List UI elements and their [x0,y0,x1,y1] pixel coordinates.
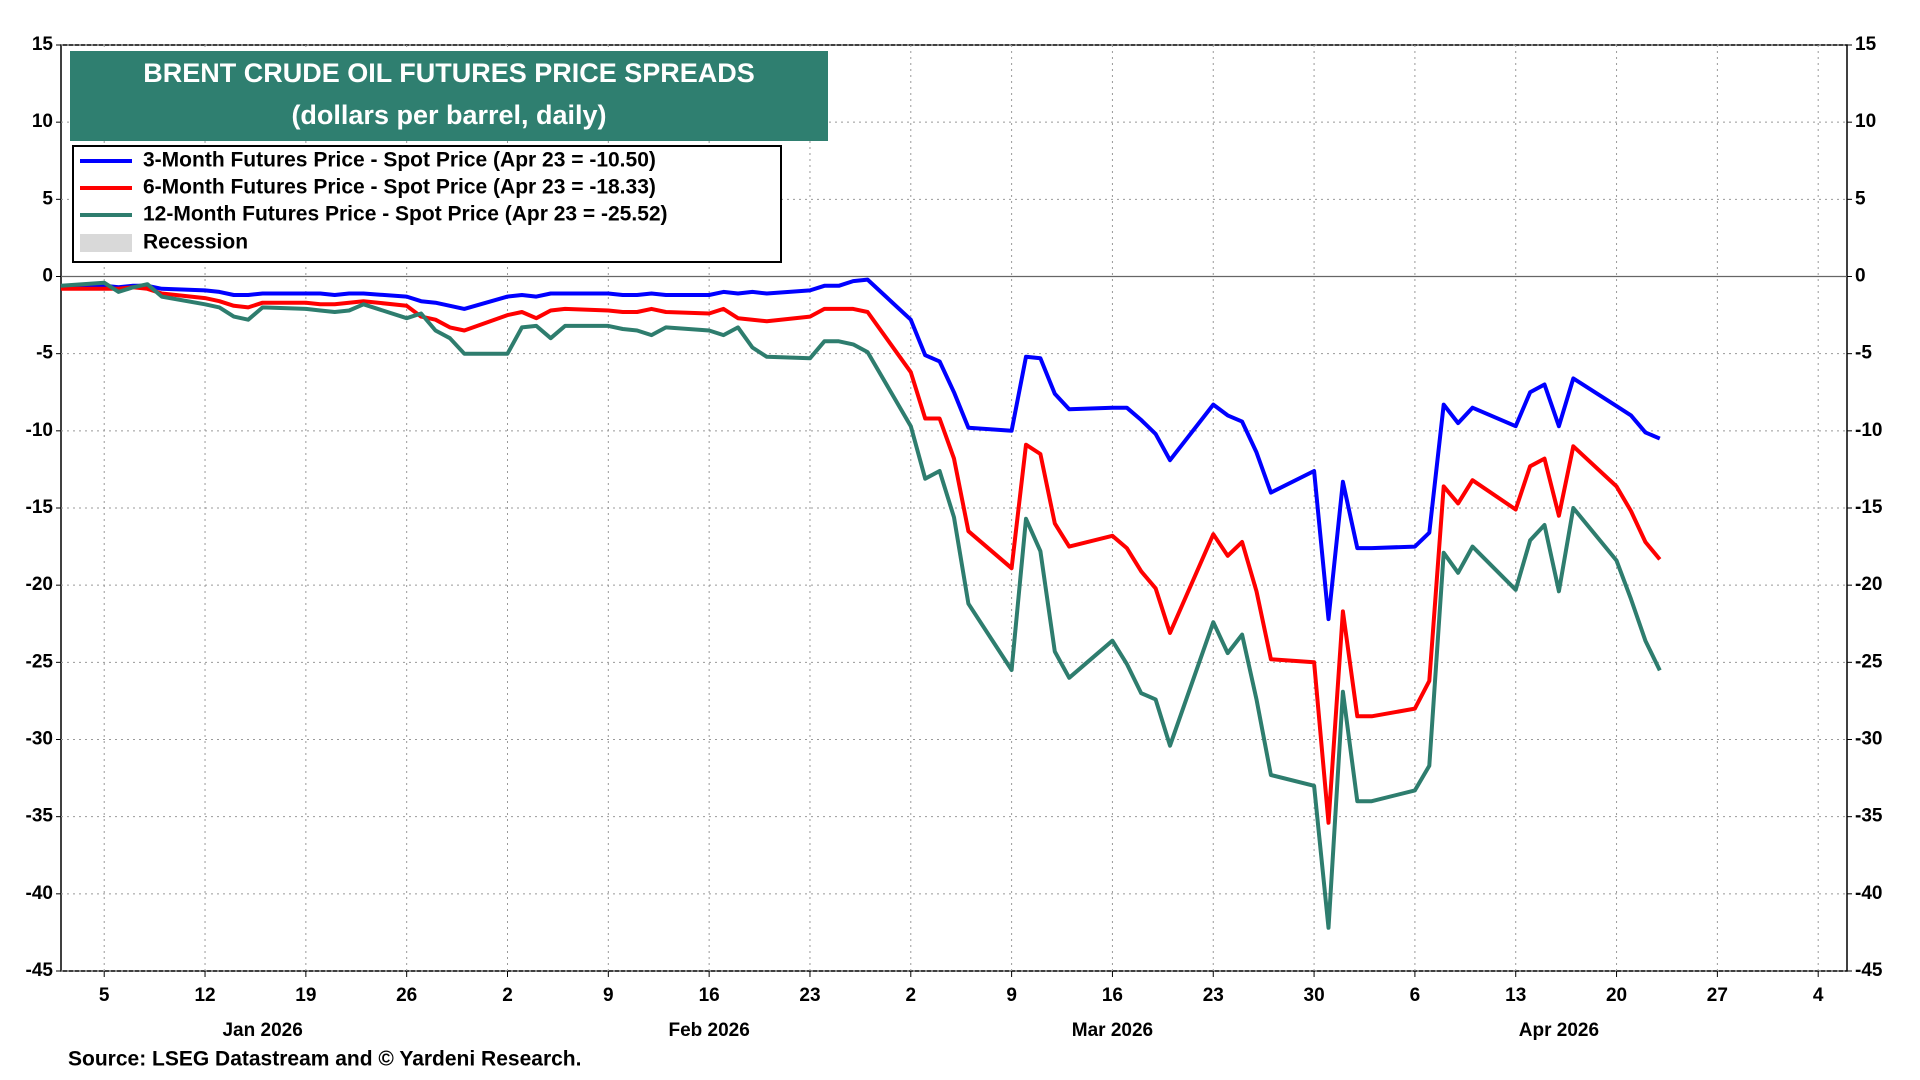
y2-tick-label: -20 [1855,574,1882,595]
y2-tick-label: 10 [1855,111,1876,132]
x-tick-label: 2 [906,985,917,1006]
x-tick-label: 9 [603,985,614,1006]
y2-tick-label: -5 [1855,343,1872,364]
legend-label: 3-Month Futures Price - Spot Price (Apr … [143,149,656,172]
x-tick-label: 2 [502,985,513,1006]
x-tick-label: 23 [1203,985,1224,1006]
chart-title: BRENT CRUDE OIL FUTURES PRICE SPREADS [143,58,755,88]
month-label: Mar 2026 [1072,1020,1153,1041]
y2-tick-label: -45 [1855,960,1883,981]
y2-tick-label: -10 [1855,420,1882,441]
x-tick-label: 27 [1707,985,1728,1006]
y2-tick-label: -25 [1855,651,1883,672]
y-tick-label: -40 [26,883,53,904]
legend [72,145,782,263]
legend-label: 6-Month Futures Price - Spot Price (Apr … [143,176,656,199]
x-tick-label: 19 [295,985,316,1006]
x-tick-label: 6 [1410,985,1421,1006]
y-tick-label: -20 [26,574,53,595]
x-tick-label: 5 [99,985,110,1006]
legend-items: 3-Month Futures Price - Spot Price (Apr … [80,149,668,226]
x-tick-label: 12 [194,985,215,1006]
y-tick-label: -30 [26,729,53,750]
month-label: Apr 2026 [1519,1020,1599,1041]
x-tick-label: 30 [1304,985,1325,1006]
y-tick-label: 5 [42,188,53,209]
y-tick-label: -35 [26,806,54,827]
x-tick-label: 16 [699,985,720,1006]
chart-subtitle: (dollars per barrel, daily) [291,100,606,130]
x-tick-label: 13 [1505,985,1526,1006]
plot-marks [60,44,1847,972]
x-tick-label: 20 [1606,985,1627,1006]
y2-tick-label: 5 [1855,188,1866,209]
y-tick-label: -5 [36,343,53,364]
series-line [60,277,1661,622]
y2-tick-label: -15 [1855,497,1883,518]
x-tick-label: 4 [1813,985,1824,1006]
y-tick-label: 0 [42,266,53,287]
y2-tick-label: -30 [1855,729,1882,750]
month-label: Jan 2026 [222,1020,302,1041]
x-tick-label: 23 [799,985,820,1006]
title-box [70,51,828,141]
y-tick-label: -15 [26,497,54,518]
y2-tick-label: 0 [1855,266,1866,287]
source-note: Source: LSEG Datastream and © Yardeni Re… [68,1048,581,1071]
y2-tick-label: -40 [1855,883,1882,904]
y2-tick-label: 15 [1855,34,1877,55]
y-tick-label: -45 [26,960,54,981]
recession-swatch [80,234,132,252]
x-tick-label: 26 [396,985,417,1006]
x-tick-label: 16 [1102,985,1123,1006]
y-tick-label: -10 [26,420,53,441]
x-tick-label: 9 [1006,985,1017,1006]
legend-label: 12-Month Futures Price - Spot Price (Apr… [143,203,668,226]
series-line [60,280,1662,930]
legend-label: Recession [143,231,248,254]
month-label: Feb 2026 [668,1020,749,1041]
y-tick-label: 10 [32,111,53,132]
series-line [61,285,1662,825]
y-tick-label: 15 [32,34,54,55]
y-tick-label: -25 [26,651,54,672]
y2-tick-label: -35 [1855,806,1883,827]
